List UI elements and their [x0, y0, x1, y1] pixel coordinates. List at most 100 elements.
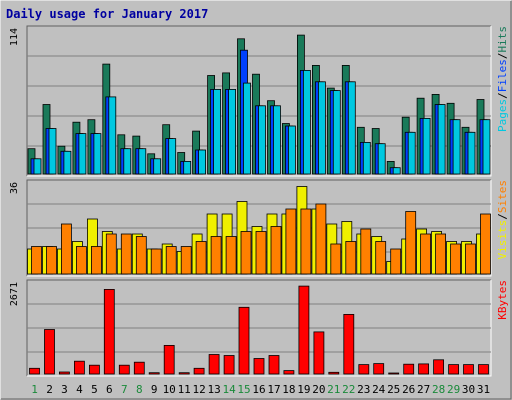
bar-pages-day-13: [213, 89, 222, 175]
x-label-day-22: 22: [342, 383, 355, 396]
bar-pages-day-11: [183, 160, 192, 175]
bar-kbytes-day-18: [283, 370, 295, 375]
bar-pages-day-18: [287, 125, 296, 175]
bar-kbytes-day-10: [163, 344, 175, 375]
bar-pages-day-3: [63, 150, 72, 175]
bar-kbytes-day-27: [418, 363, 430, 375]
x-label-day-4: 4: [76, 383, 83, 396]
bar-sites-day-16: [255, 231, 267, 275]
bar-kbytes-day-20: [313, 331, 325, 375]
bar-sites-day-18: [285, 208, 297, 275]
bar-sites-day-26: [405, 211, 417, 275]
bar-pages-day-28: [437, 104, 446, 175]
bar-sites-day-13: [210, 236, 222, 275]
bar-pages-day-8: [138, 148, 147, 175]
plot-border-top-left: [26, 179, 491, 276]
x-label-day-7: 7: [121, 383, 128, 396]
bar-sites-day-15: [240, 231, 252, 275]
legend-text: Pages/Files/Hits: [496, 26, 509, 132]
x-label-day-5: 5: [91, 383, 98, 396]
legend-item-2: Sites: [496, 180, 509, 213]
bar-sites-day-28: [435, 233, 447, 275]
bar-pages-day-6: [108, 96, 117, 175]
x-axis-labels: 1 2 3 4 5 6 7 8 9 10 11 12 13 14 15 16 17 18 19 20 21 22 23 24 2…: [31, 383, 490, 396]
bar-kbytes-day-24: [373, 363, 385, 375]
bar-kbytes-day-8: [133, 361, 145, 375]
bar-pages-day-30: [467, 131, 476, 175]
bar-sites-day-30: [465, 243, 476, 275]
x-label-day-28: 28: [432, 383, 445, 396]
bar-pages-day-1: [33, 158, 42, 175]
bar-sites-day-6: [105, 233, 117, 275]
bar-kbytes-day-3: [59, 371, 70, 375]
bar-pages-day-17: [273, 105, 281, 175]
x-label-day-6: 6: [106, 383, 113, 396]
bar-kbytes-day-21: [328, 371, 340, 375]
x-label-day-19: 19: [297, 383, 310, 396]
bar-kbytes-day-23: [358, 364, 370, 375]
bar-pages-day-21: [332, 90, 341, 175]
x-label-day-25: 25: [387, 383, 400, 396]
bar-pages-day-10: [168, 138, 177, 175]
bar-sites-day-12: [195, 241, 207, 275]
bar-pages-day-7: [123, 148, 132, 175]
bar-kbytes-day-28: [433, 359, 445, 375]
x-label-day-30: 30: [462, 383, 475, 396]
legend-text: KBytes: [496, 280, 509, 320]
y-axis-max-label: 2671: [9, 282, 20, 306]
x-label-day-20: 20: [312, 383, 325, 396]
bar-pages-day-14: [228, 89, 237, 175]
legend-item-1: /: [496, 92, 509, 99]
legend-item-0: KBytes: [496, 280, 509, 320]
bar-pages-day-15: [243, 82, 251, 175]
bar-kbytes-day-7: [118, 364, 130, 375]
x-label-day-17: 17: [267, 383, 280, 396]
bar-pages-day-23: [362, 141, 371, 175]
bar-sites-day-17: [270, 226, 282, 275]
bar-pages-day-4: [78, 133, 87, 175]
bar-kbytes-day-15: [238, 306, 250, 375]
bar-sites-day-23: [360, 228, 372, 275]
x-label-day-14: 14: [222, 383, 236, 396]
bar-pages-day-26: [407, 131, 416, 175]
bar-pages-day-31: [482, 119, 491, 175]
legend-kbytes: KBytes: [496, 280, 509, 320]
bar-pages-day-27: [422, 118, 431, 175]
bar-sites-day-20: [315, 203, 327, 275]
bar-pages-day-5: [93, 133, 102, 175]
bar-kbytes-day-5: [89, 364, 100, 375]
bar-kbytes-day-16: [253, 358, 265, 375]
bar-sites-day-24: [375, 241, 387, 275]
bar-kbytes-day-29: [448, 364, 460, 375]
bar-kbytes-day-11: [178, 372, 190, 375]
bar-kbytes-day-9: [148, 372, 160, 375]
x-label-day-10: 10: [163, 383, 176, 396]
bar-kbytes-day-14: [223, 355, 235, 375]
x-label-day-8: 8: [136, 383, 143, 396]
legend-text: Visits/Sites: [496, 180, 509, 260]
x-label-day-18: 18: [282, 383, 295, 396]
bar-sites-day-1: [31, 246, 42, 275]
bar-sites-day-3: [61, 223, 72, 275]
plot-border-top-left: [26, 25, 491, 176]
x-label-day-27: 27: [417, 383, 430, 396]
bar-sites-day-14: [225, 236, 237, 275]
bar-sites-day-31: [480, 213, 491, 275]
plot-border-top-left: [26, 279, 491, 376]
legend-item-0: Visits: [496, 220, 509, 260]
bar-sites-day-25: [390, 248, 402, 275]
bar-sites-day-10: [165, 246, 177, 275]
x-label-day-21: 21: [327, 383, 340, 396]
bar-pages-day-29: [452, 119, 461, 175]
x-label-day-9: 9: [151, 383, 158, 396]
bar-kbytes-day-31: [478, 364, 489, 375]
bar-sites-day-21: [330, 243, 342, 275]
panel-kbytes: 2671 KBytes: [9, 279, 509, 377]
bar-kbytes-day-1: [29, 367, 40, 375]
legend-visits-sites: Visits/Sites: [496, 180, 509, 260]
bar-sites-day-5: [91, 246, 102, 275]
panel-visits-sites: 36 Visits/Sites: [9, 179, 509, 277]
x-label-day-23: 23: [357, 383, 370, 396]
